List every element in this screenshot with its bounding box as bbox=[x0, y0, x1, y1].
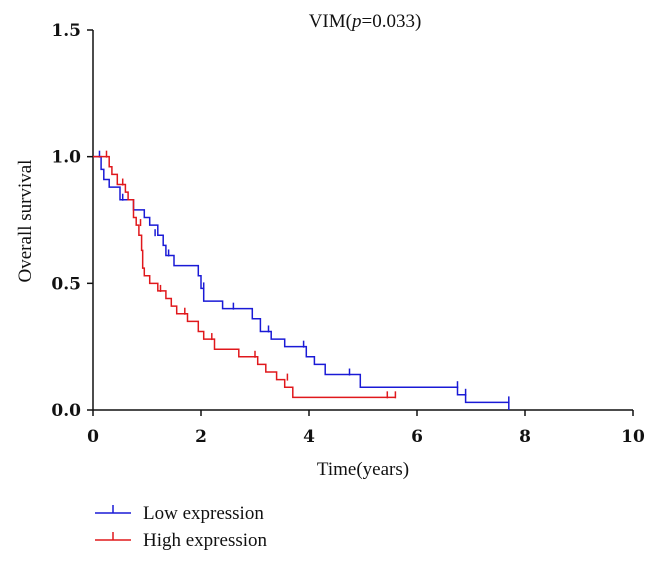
x-tick-label: 4 bbox=[303, 427, 315, 447]
series-layer bbox=[93, 150, 510, 410]
y-tick-label: 0.5 bbox=[51, 274, 81, 294]
legend-label: Low expression bbox=[143, 503, 264, 524]
y-axis-title: Overall survival bbox=[15, 160, 36, 283]
chart-title: VIM(p=0.033) bbox=[309, 11, 422, 32]
x-tick-label: 8 bbox=[519, 427, 531, 447]
y-tick-label: 1.5 bbox=[51, 21, 81, 41]
legend-item-low-expression: Low expression bbox=[95, 503, 264, 524]
legend-item-high-expression: High expression bbox=[95, 530, 268, 551]
survival-curve-high-expression bbox=[93, 155, 396, 399]
x-tick-label: 10 bbox=[621, 427, 645, 447]
axes: 0.0 0.5 1.0 1.5 0 2 4 6 8 10 bbox=[51, 21, 645, 447]
legend-label: High expression bbox=[143, 530, 268, 551]
legend: Low expression High expression bbox=[95, 503, 268, 551]
x-tick-label: 6 bbox=[411, 427, 423, 447]
y-tick-label: 1.0 bbox=[51, 148, 81, 168]
x-tick-label: 2 bbox=[195, 427, 207, 447]
y-tick-label: 0.0 bbox=[51, 401, 81, 421]
x-axis-title: Time(years) bbox=[317, 459, 409, 480]
x-tick-label: 0 bbox=[87, 427, 99, 447]
